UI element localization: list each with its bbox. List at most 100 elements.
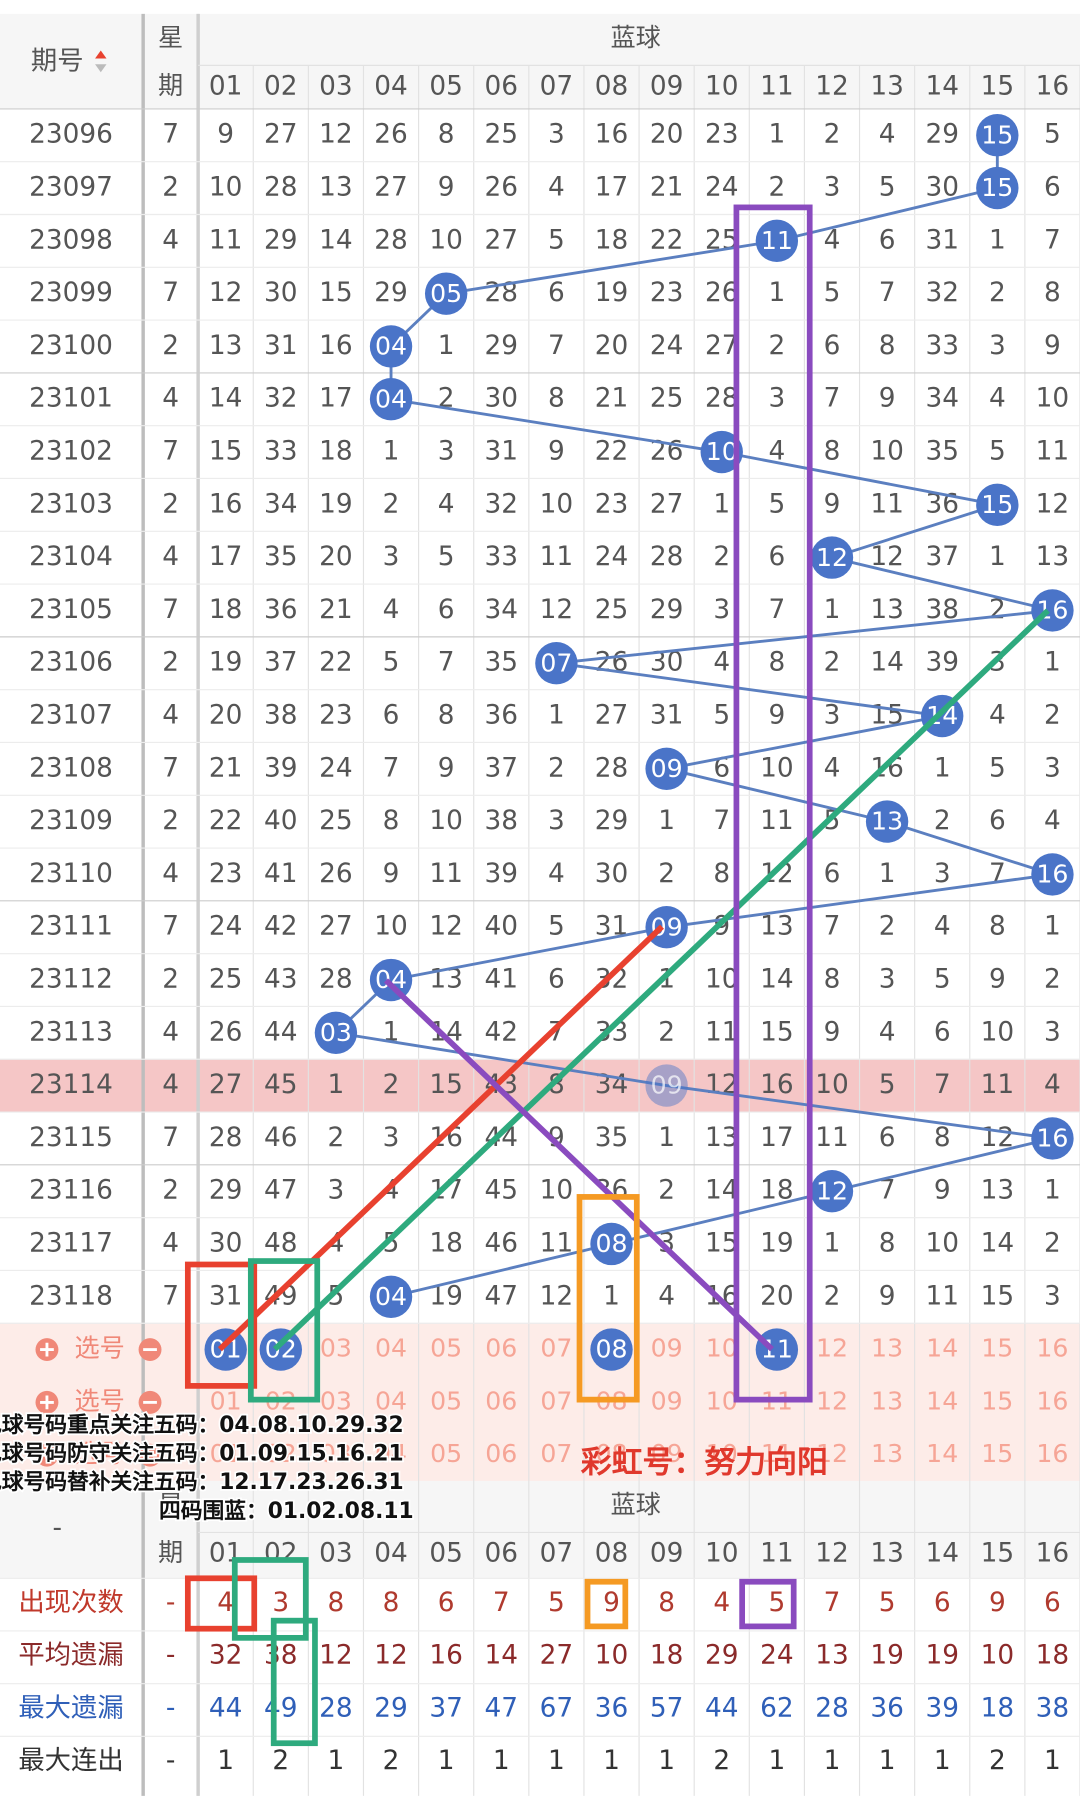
miss-count: 5 bbox=[824, 278, 841, 308]
issue: 23104 bbox=[29, 542, 113, 572]
column-number: 12 bbox=[815, 1539, 849, 1569]
miss-count: 4 bbox=[768, 437, 785, 467]
miss-count: 2 bbox=[824, 648, 841, 678]
miss-count: 25 bbox=[595, 595, 629, 625]
ball-number: 10 bbox=[706, 437, 738, 466]
miss-count: 3 bbox=[713, 595, 730, 625]
miss-count: 10 bbox=[209, 173, 243, 203]
miss-count: 7 bbox=[989, 859, 1006, 889]
column-number: 15 bbox=[981, 1539, 1015, 1569]
miss-count: 8 bbox=[1044, 278, 1061, 308]
miss-count: 12 bbox=[209, 278, 243, 308]
ball-number: 04 bbox=[375, 965, 407, 994]
miss-count: 24 bbox=[650, 331, 684, 361]
miss-count: 6 bbox=[548, 965, 565, 995]
miss-count: 8 bbox=[879, 1228, 896, 1258]
miss-count: 5 bbox=[383, 648, 400, 678]
miss-count: 3 bbox=[824, 701, 841, 731]
issue: 23115 bbox=[29, 1123, 113, 1153]
miss-count: 6 bbox=[824, 331, 841, 361]
column-number: 13 bbox=[870, 72, 904, 102]
stat-value: 36 bbox=[595, 1693, 629, 1723]
header-week: 期 bbox=[158, 1538, 183, 1567]
miss-count: 7 bbox=[934, 1070, 951, 1100]
miss-count: 47 bbox=[264, 1176, 298, 1206]
miss-count: 3 bbox=[1044, 1281, 1061, 1311]
miss-count: 1 bbox=[383, 437, 400, 467]
stat-value: 9 bbox=[603, 1588, 620, 1618]
miss-count: 1 bbox=[1044, 648, 1061, 678]
green-trend bbox=[272, 608, 1050, 1352]
miss-count: 28 bbox=[705, 384, 739, 414]
miss-count: 2 bbox=[989, 278, 1006, 308]
stat-value: 2 bbox=[989, 1746, 1006, 1776]
miss-count: 10 bbox=[540, 1176, 574, 1206]
miss-count: 7 bbox=[713, 806, 730, 836]
column-number: 05 bbox=[429, 1539, 463, 1569]
miss-count: 19 bbox=[760, 1228, 794, 1258]
column-number: 11 bbox=[760, 72, 794, 102]
miss-count: 5 bbox=[989, 753, 1006, 783]
miss-count: 3 bbox=[768, 384, 785, 414]
issue: 23116 bbox=[29, 1176, 113, 1206]
miss-count: 10 bbox=[815, 1070, 849, 1100]
miss-count: 2 bbox=[383, 1070, 400, 1100]
ball bbox=[645, 906, 688, 949]
weekday: 4 bbox=[162, 225, 179, 255]
miss-count: 34 bbox=[925, 384, 959, 414]
select-number: 14 bbox=[926, 1334, 958, 1363]
miss-count: 13 bbox=[870, 595, 904, 625]
miss-count: 36 bbox=[595, 1176, 629, 1206]
stat-value: 1 bbox=[548, 1746, 565, 1776]
select-number: 06 bbox=[485, 1439, 517, 1468]
miss-count: 1 bbox=[1044, 912, 1061, 942]
issue: 23117 bbox=[29, 1228, 113, 1258]
stat-value: 4 bbox=[217, 1588, 234, 1618]
header-blue: 蓝球 bbox=[610, 1490, 660, 1519]
miss-count: 34 bbox=[485, 595, 519, 625]
stat-value: 8 bbox=[328, 1588, 345, 1618]
select-number: 02 bbox=[265, 1439, 297, 1468]
miss-count: 6 bbox=[879, 1123, 896, 1153]
miss-count: 12 bbox=[540, 1281, 574, 1311]
miss-count: 11 bbox=[540, 542, 574, 572]
miss-count: 23 bbox=[650, 278, 684, 308]
stat-week: - bbox=[166, 1588, 176, 1618]
ball bbox=[1031, 853, 1074, 896]
select-number: 12 bbox=[816, 1386, 848, 1415]
column-number: 14 bbox=[925, 72, 959, 102]
ball-number: 03 bbox=[320, 1018, 352, 1047]
miss-count: 33 bbox=[264, 437, 298, 467]
stat-label: 最大连出 bbox=[18, 1746, 123, 1776]
miss-count: 5 bbox=[879, 173, 896, 203]
stat-value: 47 bbox=[485, 1693, 519, 1723]
miss-count: 14 bbox=[760, 965, 794, 995]
column-number: 08 bbox=[595, 1539, 629, 1569]
select-number: 12 bbox=[816, 1334, 848, 1363]
ball-number: 11 bbox=[761, 1335, 793, 1364]
stat-value: 1 bbox=[768, 1746, 785, 1776]
miss-count: 1 bbox=[603, 1281, 620, 1311]
miss-count: 14 bbox=[705, 1176, 739, 1206]
miss-count: 11 bbox=[209, 225, 243, 255]
miss-count: 4 bbox=[989, 384, 1006, 414]
stat-value: 1 bbox=[1044, 1746, 1061, 1776]
miss-count: 4 bbox=[989, 701, 1006, 731]
miss-count: 4 bbox=[1044, 1070, 1061, 1100]
stat-value: 13 bbox=[815, 1641, 849, 1671]
stat-value: 49 bbox=[264, 1693, 298, 1723]
weekday: 4 bbox=[162, 1228, 179, 1258]
miss-count: 5 bbox=[934, 965, 951, 995]
stat-label: 出现次数 bbox=[18, 1588, 123, 1618]
miss-count: 22 bbox=[209, 806, 243, 836]
select-number: 04 bbox=[375, 1386, 407, 1415]
column-number: 04 bbox=[374, 1539, 408, 1569]
weekday: 2 bbox=[162, 331, 179, 361]
miss-count: 24 bbox=[595, 542, 629, 572]
miss-count: 13 bbox=[209, 331, 243, 361]
miss-count: 2 bbox=[824, 120, 841, 150]
issue: 23112 bbox=[29, 965, 113, 995]
header-issue: 期号 bbox=[31, 46, 84, 76]
miss-count: 39 bbox=[485, 859, 519, 889]
miss-count: 37 bbox=[264, 648, 298, 678]
